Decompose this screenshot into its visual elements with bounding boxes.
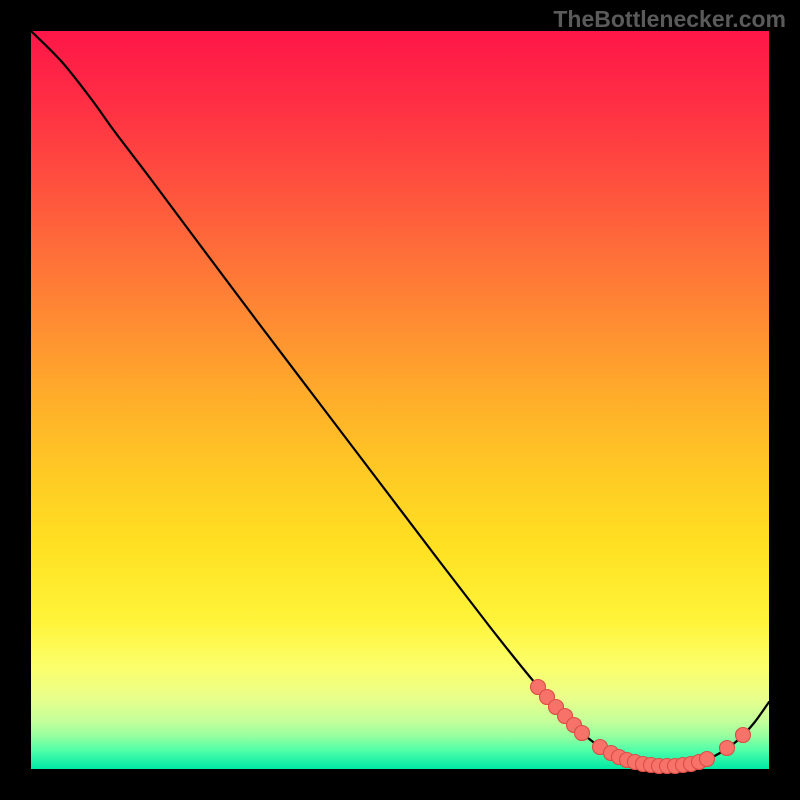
marker-point <box>720 741 735 756</box>
plot-background <box>31 31 769 769</box>
watermark-text: TheBottlenecker.com <box>553 6 786 33</box>
marker-point <box>736 728 751 743</box>
chart-container: TheBottlenecker.com <box>0 0 800 800</box>
marker-point <box>575 726 590 741</box>
bottleneck-chart <box>0 0 800 800</box>
marker-point <box>700 752 715 767</box>
